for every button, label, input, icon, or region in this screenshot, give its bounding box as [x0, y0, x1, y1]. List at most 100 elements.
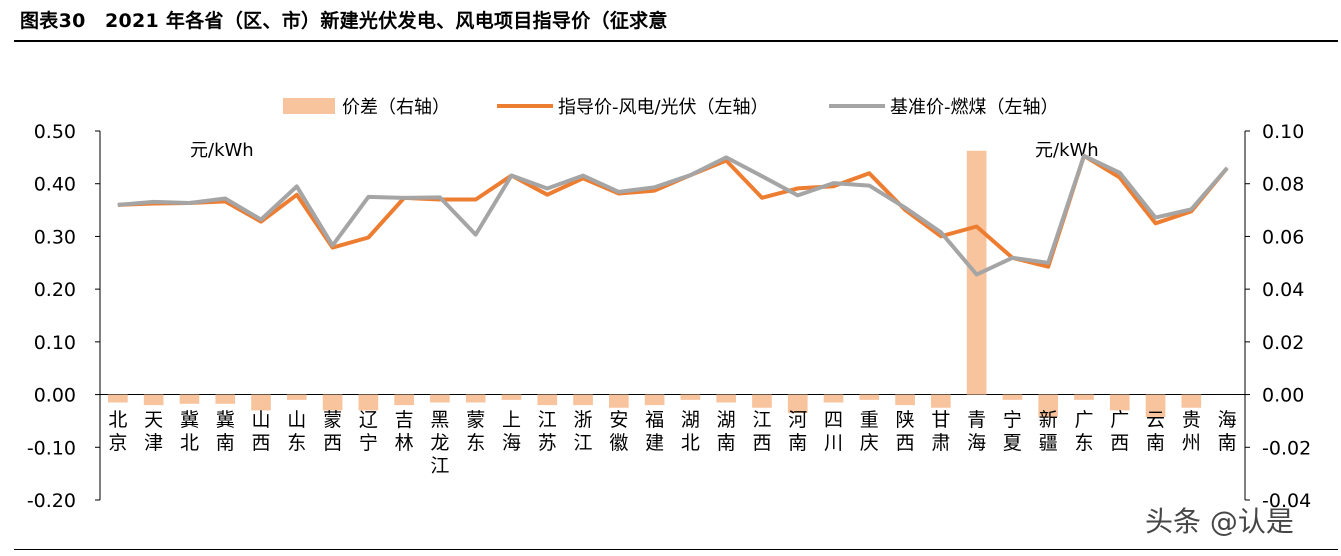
right-tick-label: -0.02: [1262, 437, 1311, 459]
legend-swatch-spread: [283, 98, 335, 114]
point-guide-price-江西: [761, 197, 763, 199]
right-tick-label: 0.10: [1262, 121, 1304, 143]
category-label: 广西: [1110, 409, 1129, 454]
right-tick-label: 0.02: [1262, 332, 1304, 354]
point-guide-price-山东: [296, 194, 298, 196]
left-axis-unit: 元/kWh: [190, 140, 254, 161]
bar-冀北: [179, 394, 200, 404]
line-guide-price: [117, 153, 1229, 269]
point-coal-price-上海: [510, 175, 512, 177]
point-coal-price-安徽: [618, 191, 620, 193]
bar-上海: [501, 394, 522, 400]
point-coal-price-黑龙江: [439, 196, 441, 198]
point-guide-price-浙江: [582, 177, 584, 179]
bar-山东: [286, 394, 307, 400]
bar-江西: [752, 394, 772, 408]
legend-label-spread: 价差（右轴）: [342, 97, 450, 118]
point-guide-price-甘肃: [940, 235, 942, 237]
point-coal-price-青海: [976, 274, 978, 276]
category-label: 陕西: [896, 409, 915, 454]
left-tick-label: -0.10: [27, 437, 76, 459]
bar-吉林: [394, 394, 414, 406]
bar-陕西: [895, 394, 915, 406]
figure-title: 图表30 2021 年各省（区、市）新建光伏发电、风电项目指导价（征求意: [20, 10, 668, 32]
bar-湖北: [680, 394, 701, 400]
category-label: 山东: [287, 409, 306, 454]
category-label: 宁夏: [1003, 409, 1022, 454]
bar-北京: [108, 394, 128, 403]
bar-黑龙江: [430, 394, 450, 403]
right-tick-label: 0.06: [1262, 226, 1304, 248]
category-label: 四川: [824, 409, 843, 454]
title-rule: [14, 40, 1338, 42]
watermark: 头条 @认是: [1145, 505, 1294, 538]
bar-重庆: [859, 394, 880, 400]
left-axis-ticks: -0.20 -0.10 0.00 0.10 0.20 0.30 0.40 0.50: [27, 121, 100, 512]
category-label: 吉林: [395, 409, 414, 454]
point-coal-price-新疆: [1047, 262, 1049, 264]
left-tick-label: 0.30: [34, 226, 76, 248]
point-coal-price-广西: [1119, 172, 1121, 174]
line-coal-price: [117, 153, 1229, 277]
bar-冀南: [215, 394, 236, 404]
point-guide-price-广西: [1119, 177, 1121, 179]
category-label: 江西: [752, 409, 771, 454]
point-coal-price-北京: [117, 204, 119, 206]
point-coal-price-宁夏: [1011, 257, 1013, 259]
point-guide-price-江苏: [546, 194, 548, 196]
bar-浙江: [573, 394, 593, 406]
bar-新疆: [1038, 394, 1059, 417]
category-label: 天津: [144, 409, 163, 454]
point-coal-price-海南: [1226, 167, 1228, 169]
category-label: 广东: [1074, 409, 1093, 454]
point-coal-price-贵州: [1190, 208, 1192, 210]
point-coal-price-江苏: [546, 187, 548, 189]
left-tick-label: 0.10: [34, 332, 76, 354]
right-axis-ticks: -0.04 -0.02 0.00 0.02 0.04 0.06 0.08 0.10: [1245, 121, 1311, 512]
point-guide-price-辽宁: [367, 237, 369, 239]
point-coal-price-浙江: [582, 175, 584, 177]
point-coal-price-辽宁: [367, 196, 369, 198]
point-coal-price-天津: [153, 201, 155, 203]
category-label: 上海: [502, 409, 521, 454]
category-label: 蒙东: [466, 409, 485, 454]
category-label: 黑龙江: [430, 409, 449, 477]
category-labels: 北京天津冀北冀南山西山东蒙西辽宁吉林黑龙江蒙东上海江苏浙江安徽福建湖北湖南江西河…: [108, 409, 1236, 477]
point-coal-price-蒙东: [475, 234, 477, 236]
price-lines: [117, 153, 1229, 277]
bar-辽宁: [358, 394, 379, 411]
category-label: 重庆: [860, 409, 879, 454]
category-label: 安徽: [609, 409, 628, 454]
bar-蒙西: [322, 394, 343, 411]
category-label: 江苏: [538, 409, 557, 454]
point-guide-price-湖南: [725, 160, 727, 162]
bar-湖南: [716, 394, 737, 403]
point-coal-price-山东: [296, 185, 298, 187]
point-guide-price-四川: [833, 185, 835, 187]
category-label: 湖南: [717, 409, 736, 454]
bar-安徽: [608, 394, 629, 408]
point-coal-price-四川: [833, 182, 835, 184]
point-guide-price-河南: [797, 187, 799, 189]
point-guide-price-蒙东: [475, 199, 477, 201]
point-coal-price-甘肃: [940, 231, 942, 233]
bar-广东: [1074, 394, 1094, 400]
right-tick-label: -0.04: [1262, 490, 1311, 512]
right-tick-label: 0.00: [1262, 385, 1304, 407]
category-label: 蒙西: [323, 409, 342, 454]
bar-贵州: [1181, 394, 1202, 408]
category-label: 冀北: [180, 409, 199, 454]
point-guide-price-福建: [654, 190, 656, 192]
left-tick-label: -0.20: [27, 490, 76, 512]
point-coal-price-河南: [797, 194, 799, 196]
category-label: 福建: [645, 409, 664, 454]
bottom-rule: [14, 549, 1338, 550]
point-guide-price-新疆: [1047, 266, 1049, 268]
category-label: 山西: [252, 409, 271, 454]
category-label: 河南: [788, 409, 807, 454]
category-label: 云南: [1146, 409, 1165, 454]
bar-福建: [644, 394, 665, 406]
bar-宁夏: [1002, 394, 1023, 400]
left-tick-label: 0.50: [34, 121, 76, 143]
